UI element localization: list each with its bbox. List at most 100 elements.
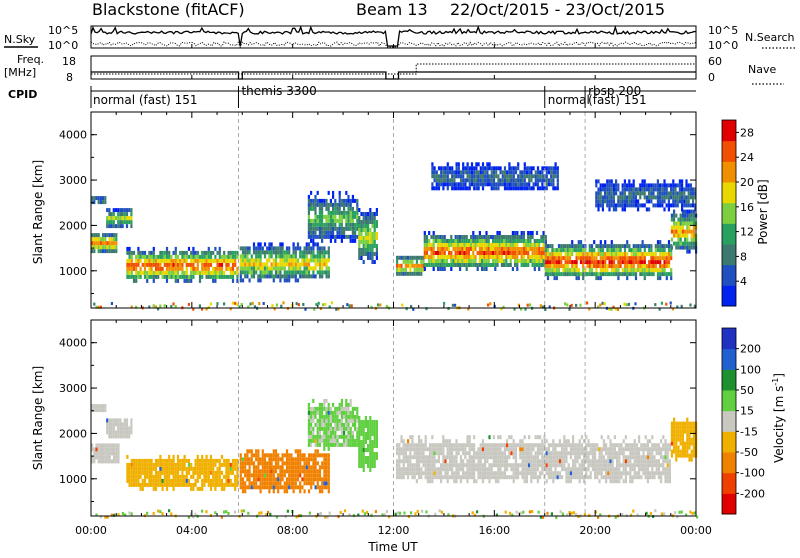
vel-cells-cell-4	[299, 489, 301, 493]
power-cells-cell-9	[615, 248, 617, 252]
vel-cells-cell-7	[486, 459, 488, 463]
power-cells-cell-7	[416, 260, 418, 264]
power-cells-cell-7	[414, 268, 416, 272]
power-cells-ground-cell	[579, 304, 581, 307]
power-cells-cell-12	[624, 203, 626, 207]
power-cells-cell-4	[251, 262, 253, 266]
power-cells-cell-4	[279, 278, 281, 282]
vel-cells-cell-5	[356, 431, 358, 435]
vel-cells-cell-7	[411, 443, 413, 447]
vel-cells-cell-3	[181, 459, 183, 463]
vel-cells-cell-5	[334, 407, 336, 411]
vel-cells-cell-4	[310, 465, 312, 469]
vel-cells-cell-5	[345, 407, 347, 411]
power-cells-cell-0	[111, 241, 113, 245]
vel-cells-cell-3	[159, 483, 161, 487]
vel-cells-cell-7	[539, 459, 541, 463]
vel-cells-cell-3	[219, 467, 221, 471]
power-cells-cell-3	[126, 275, 128, 279]
vel-cells-cell-7	[420, 439, 422, 443]
power-cells-cell-12	[655, 203, 657, 207]
power-cells-cell-1	[111, 212, 113, 216]
vel-cells-cell-7	[585, 447, 587, 451]
vel-cells-cell-4	[328, 473, 330, 477]
vel-cells-cell-7	[572, 471, 574, 475]
power-cells-cell-11	[462, 162, 464, 166]
power-cells-cell-9	[661, 272, 663, 276]
vel-cells-cell-7	[592, 463, 594, 467]
vel-cells-cell-7	[607, 471, 609, 475]
vel-cells-cell-6	[360, 452, 362, 456]
vel-cells-cell-7	[594, 447, 596, 451]
power-cells-cell-12	[666, 191, 668, 195]
power-cells-cell-11	[508, 170, 510, 174]
vel-cells-cell-5	[350, 439, 352, 443]
power-cells-cell-7	[407, 256, 409, 260]
vel-cells-cell-7	[475, 479, 477, 483]
power-cells-cell-4	[253, 274, 255, 278]
power-cells-cell-8	[466, 267, 468, 271]
vel-cells-cell-4	[264, 453, 266, 457]
power-cells-cell-9	[571, 240, 573, 244]
power-cells-cell-10	[686, 218, 688, 222]
power-cells-cell-8	[437, 259, 439, 263]
power-cells-cell-12	[663, 187, 665, 191]
power-cells-cell-1	[126, 212, 128, 216]
vel-cells-cell-7	[524, 459, 526, 463]
power-cells-cell-9	[624, 256, 626, 260]
power-cells-cell-4	[319, 262, 321, 266]
power-cells-cell-1	[130, 224, 132, 228]
vel-cells-cell-7	[447, 443, 449, 447]
power-cells-cell-1	[117, 208, 119, 212]
vel-cells-cell-4	[275, 461, 277, 465]
vel-cells-cell-7	[565, 439, 567, 443]
power-cells-cell-12	[613, 183, 615, 187]
vel-cells-cell-4	[290, 481, 292, 485]
power-cells-cell-12	[657, 191, 659, 195]
vel-cells-cell-6	[369, 416, 371, 420]
vel-cells-cell-7	[460, 459, 462, 463]
vel-cells-cell-3	[217, 483, 219, 487]
power-cells-cell-12	[622, 199, 624, 203]
vel-cells-cell-7	[609, 439, 611, 443]
power-cells-cell-9	[609, 252, 611, 256]
power-cells-cell-4	[326, 270, 328, 274]
vel-cells-cell-7	[466, 459, 468, 463]
vel-cells-cell-4	[328, 453, 330, 457]
vel-cells-cell-7	[532, 459, 534, 463]
power-cells-cell-5	[347, 219, 349, 223]
vel-cells-cell-5	[345, 435, 347, 439]
vel-cells-cell-4	[326, 481, 328, 485]
power-cells-cell-9	[633, 248, 635, 252]
power-cells-cell-4	[308, 262, 310, 266]
power-cells-cell-8	[521, 235, 523, 239]
power-cells-cell-8	[459, 263, 461, 267]
power-cells-cell-5	[350, 235, 352, 239]
power-cells-cell-8	[466, 239, 468, 243]
vel-cells-cell-7	[576, 467, 578, 471]
vel-cells-cell-7	[557, 471, 559, 475]
power-cells-cell-12	[681, 199, 683, 203]
power-cells-cell-10	[693, 234, 695, 238]
power-cells-cell-8	[525, 263, 527, 267]
vel-cells-cell-4	[293, 457, 295, 461]
vel-cells-cell-7	[605, 471, 607, 475]
power-cells-cell-8	[470, 247, 472, 251]
vel-cells-cell-7	[458, 443, 460, 447]
vel-cells-cell-7	[581, 475, 583, 479]
power-cells-cell-9	[648, 244, 650, 248]
power-cells-cell-11	[550, 178, 552, 182]
vel-cells-cell-4	[266, 477, 268, 481]
power-cells-cell-5	[336, 219, 338, 223]
vel-cells-cell-6	[363, 456, 365, 460]
vel-cells-cell-5	[356, 427, 358, 431]
vel-cells-cell-4	[260, 473, 262, 477]
vel-cells-cell-4	[312, 465, 314, 469]
power-cells-cell-6	[363, 236, 365, 240]
power-cells-cell-9	[595, 272, 597, 276]
vel-cells-cell-7	[594, 475, 596, 479]
power-cells-cell-12	[683, 199, 685, 203]
vel-cells-cell-7	[506, 459, 508, 463]
power-cells-cell-11	[555, 174, 557, 178]
power-cells-cell-8	[538, 247, 540, 251]
